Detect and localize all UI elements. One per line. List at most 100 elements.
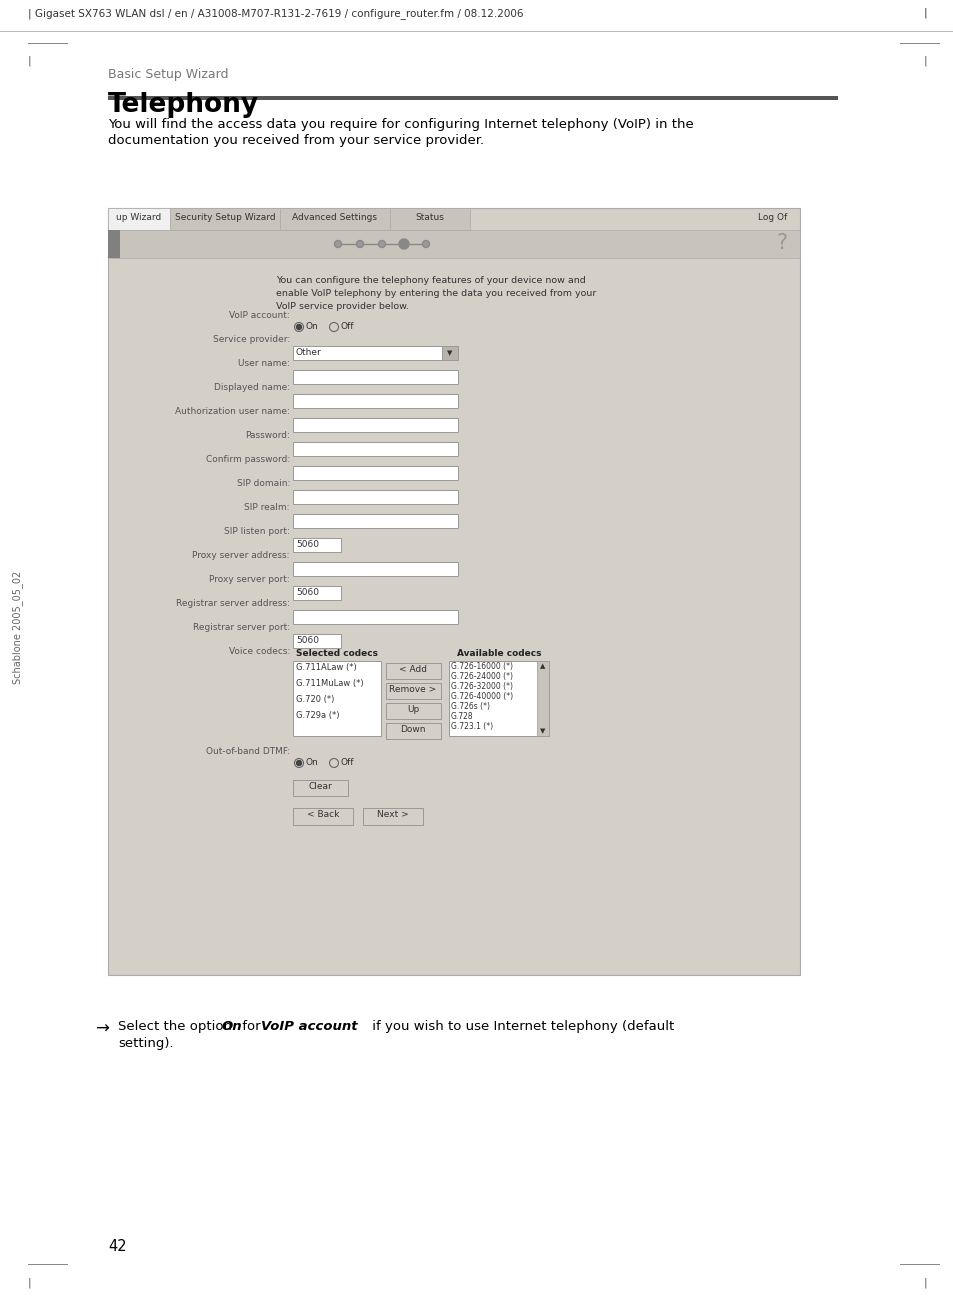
- Text: documentation you received from your service provider.: documentation you received from your ser…: [108, 135, 483, 146]
- Text: ▼: ▼: [539, 728, 545, 735]
- Text: On: On: [306, 758, 318, 767]
- Text: Authorization user name:: Authorization user name:: [175, 406, 290, 416]
- Text: Off: Off: [340, 758, 355, 767]
- Text: |: |: [923, 8, 926, 18]
- Text: Voice codecs:: Voice codecs:: [229, 647, 290, 656]
- Bar: [293, 538, 340, 552]
- Bar: [28, 1264, 68, 1265]
- Text: ▲: ▲: [539, 663, 545, 669]
- Bar: [293, 634, 340, 648]
- Text: Other: Other: [295, 348, 321, 357]
- Bar: [386, 723, 440, 738]
- Bar: [363, 808, 422, 825]
- Text: < Add: < Add: [398, 665, 427, 674]
- Circle shape: [379, 242, 384, 247]
- Text: You will find the access data you require for configuring Internet telephony (Vo: You will find the access data you requir…: [108, 118, 693, 131]
- Bar: [293, 442, 457, 456]
- Text: User name:: User name:: [238, 359, 290, 369]
- Bar: [449, 661, 548, 736]
- Text: G.726-24000 (*): G.726-24000 (*): [451, 672, 513, 681]
- Bar: [108, 95, 837, 101]
- Bar: [170, 208, 280, 230]
- Text: VoIP account:: VoIP account:: [229, 311, 290, 320]
- Bar: [293, 586, 340, 600]
- Bar: [899, 43, 939, 44]
- Text: Selected codecs: Selected codecs: [295, 650, 377, 657]
- Text: SIP listen port:: SIP listen port:: [224, 527, 290, 536]
- Text: On: On: [306, 322, 318, 331]
- Text: up Wizard: up Wizard: [116, 213, 161, 222]
- Text: Up: Up: [406, 704, 418, 714]
- Text: for: for: [237, 1019, 265, 1033]
- Text: G.711ALaw (*): G.711ALaw (*): [295, 663, 356, 672]
- Text: SIP realm:: SIP realm:: [244, 503, 290, 512]
- Text: Off: Off: [340, 322, 355, 331]
- Text: Proxy server address:: Proxy server address:: [193, 552, 290, 559]
- Text: | Gigaset SX763 WLAN dsl / en / A31008-M707-R131-2-7619 / configure_router.fm / : | Gigaset SX763 WLAN dsl / en / A31008-M…: [28, 8, 523, 18]
- Bar: [390, 208, 470, 230]
- Bar: [293, 346, 457, 359]
- Text: VoIP account: VoIP account: [261, 1019, 357, 1033]
- Text: 5060: 5060: [295, 637, 318, 644]
- Text: |: |: [28, 56, 31, 67]
- Circle shape: [296, 324, 301, 329]
- Bar: [293, 562, 457, 576]
- Text: Out-of-band DTMF:: Out-of-band DTMF:: [206, 748, 290, 755]
- Text: ▼: ▼: [447, 350, 453, 356]
- Bar: [537, 661, 548, 736]
- Text: Status: Status: [416, 213, 444, 222]
- Bar: [386, 684, 440, 699]
- Text: Select the option: Select the option: [118, 1019, 236, 1033]
- Bar: [293, 610, 457, 623]
- Text: < Back: < Back: [307, 810, 339, 819]
- Circle shape: [335, 242, 340, 247]
- Bar: [293, 393, 457, 408]
- Text: ?: ?: [776, 233, 787, 254]
- Bar: [28, 43, 68, 44]
- Bar: [293, 808, 353, 825]
- Bar: [293, 780, 348, 796]
- Text: You can configure the telephony features of your device now and: You can configure the telephony features…: [275, 276, 585, 285]
- Bar: [280, 208, 390, 230]
- Text: setting).: setting).: [118, 1036, 173, 1050]
- Text: Telephony: Telephony: [108, 91, 259, 118]
- Text: Available codecs: Available codecs: [456, 650, 540, 657]
- Text: Next >: Next >: [376, 810, 409, 819]
- Bar: [108, 230, 800, 257]
- Text: VoIP service provider below.: VoIP service provider below.: [275, 302, 409, 311]
- Bar: [293, 370, 457, 384]
- Text: G.720 (*): G.720 (*): [295, 695, 334, 704]
- Bar: [386, 663, 440, 680]
- Text: G.728: G.728: [451, 712, 473, 721]
- Text: 5060: 5060: [295, 540, 318, 549]
- Text: SIP domain:: SIP domain:: [236, 478, 290, 488]
- Text: G.726s (*): G.726s (*): [451, 702, 490, 711]
- Bar: [441, 346, 457, 359]
- Text: →: →: [95, 1019, 109, 1038]
- Text: Registrar server address:: Registrar server address:: [176, 599, 290, 608]
- Text: if you wish to use Internet telephony (default: if you wish to use Internet telephony (d…: [368, 1019, 674, 1033]
- Text: Security Setup Wizard: Security Setup Wizard: [174, 213, 275, 222]
- Text: 42: 42: [108, 1239, 127, 1253]
- Text: G.726-32000 (*): G.726-32000 (*): [451, 682, 513, 691]
- Text: Confirm password:: Confirm password:: [206, 455, 290, 464]
- Text: Service provider:: Service provider:: [213, 335, 290, 344]
- Text: Registrar server port:: Registrar server port:: [193, 623, 290, 633]
- Text: G.729a (*): G.729a (*): [295, 711, 339, 720]
- Bar: [108, 230, 120, 257]
- Circle shape: [398, 239, 409, 250]
- Bar: [293, 418, 457, 433]
- Bar: [293, 490, 457, 505]
- Text: Basic Setup Wizard: Basic Setup Wizard: [108, 68, 229, 81]
- Text: enable VoIP telephony by entering the data you received from your: enable VoIP telephony by entering the da…: [275, 289, 596, 298]
- Text: |: |: [923, 1277, 926, 1287]
- Text: Displayed name:: Displayed name:: [213, 383, 290, 392]
- Text: G.711MuLaw (*): G.711MuLaw (*): [295, 680, 363, 687]
- Bar: [293, 661, 380, 736]
- Text: G.723.1 (*): G.723.1 (*): [451, 721, 493, 731]
- Bar: [108, 208, 800, 975]
- Text: On: On: [222, 1019, 242, 1033]
- Text: Clear: Clear: [308, 782, 332, 791]
- Bar: [293, 514, 457, 528]
- Circle shape: [296, 761, 301, 766]
